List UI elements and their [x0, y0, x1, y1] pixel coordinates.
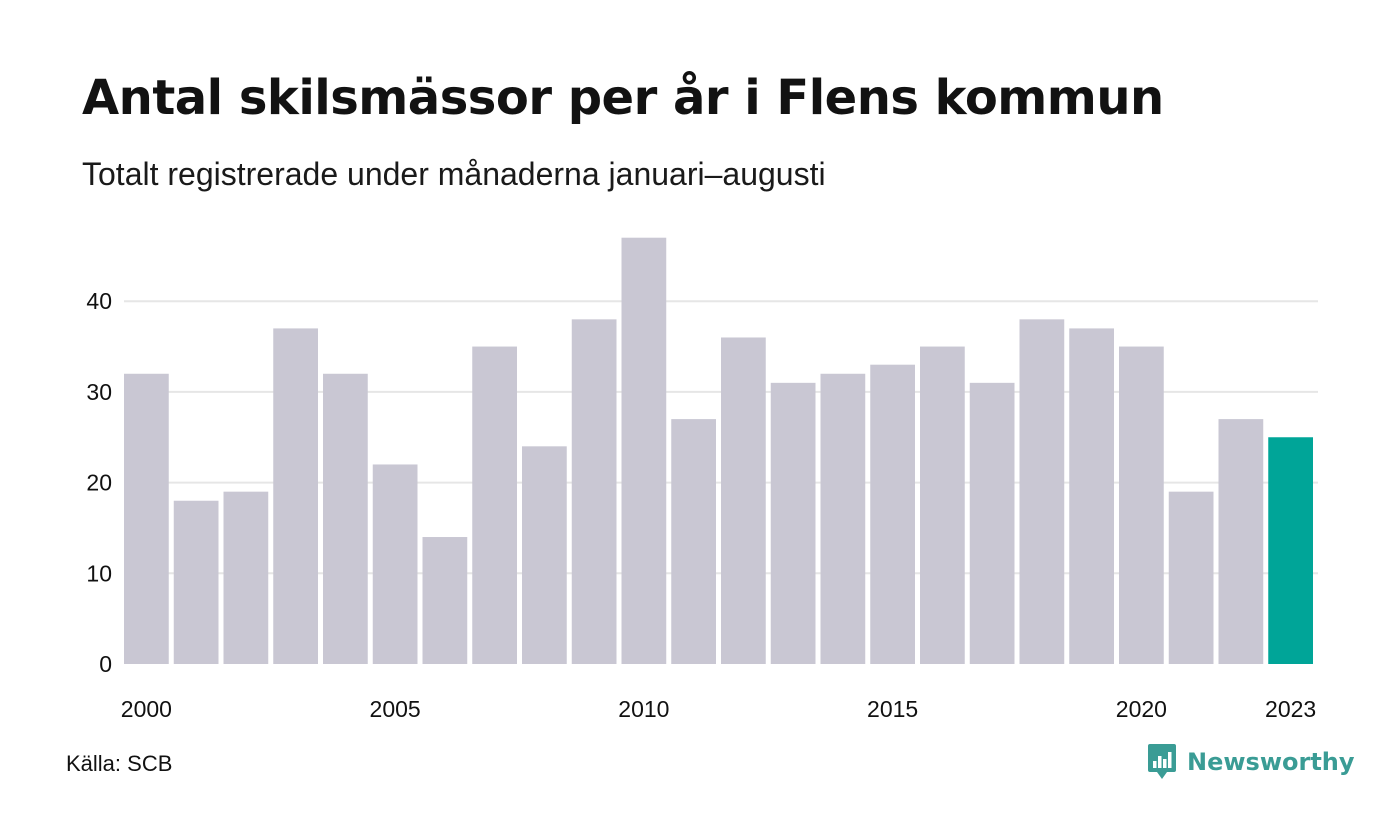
x-tick-label: 2005: [370, 696, 421, 722]
x-tick-label: 2023: [1265, 696, 1316, 722]
x-tick-label: 2020: [1116, 696, 1167, 722]
bar: [621, 237, 667, 664]
bar: [522, 446, 567, 664]
y-axis-ticks: 0 10 20 30 40: [86, 288, 112, 677]
bar: [1019, 319, 1065, 664]
bar: [721, 337, 766, 664]
y-tick-label: 0: [99, 651, 112, 677]
y-tick-label: 20: [86, 470, 112, 496]
bar: [1218, 419, 1264, 664]
x-tick-label: 2000: [121, 696, 172, 722]
y-tick-label: 40: [86, 288, 112, 314]
chart-subtitle: Totalt registrerade under månaderna janu…: [82, 156, 826, 192]
bar: [372, 464, 418, 664]
x-tick-label: 2010: [618, 696, 669, 722]
source-label: Källa: SCB: [66, 751, 173, 776]
bar: [1168, 491, 1214, 664]
brand-name: Newsworthy: [1187, 748, 1355, 776]
bar: [1069, 328, 1114, 664]
bar: [571, 319, 617, 664]
bar: [920, 346, 965, 664]
bar: [1119, 346, 1164, 664]
bar: [820, 373, 866, 664]
y-tick-label: 30: [86, 379, 112, 405]
bar: [969, 382, 1015, 664]
chart-title: Antal skilsmässor per år i Flens kommun: [82, 70, 1164, 126]
bar: [323, 373, 368, 664]
bar: [870, 364, 915, 664]
bar-chart-speech-bubble-icon: [1148, 744, 1176, 779]
bar: [124, 373, 169, 664]
bar-highlight: [1268, 437, 1313, 664]
bars: [124, 237, 1313, 664]
x-axis-ticks: 2000 2005 2010 2015 2020 2023: [121, 696, 1316, 722]
bar: [173, 500, 219, 664]
y-tick-label: 10: [86, 560, 112, 586]
bar: [472, 346, 517, 664]
bar: [223, 491, 269, 664]
bar: [770, 382, 816, 664]
bar: [671, 419, 716, 664]
bar: [422, 537, 468, 664]
x-tick-label: 2015: [867, 696, 918, 722]
newsworthy-logo: Newsworthy: [1147, 742, 1355, 782]
bar: [273, 328, 318, 664]
